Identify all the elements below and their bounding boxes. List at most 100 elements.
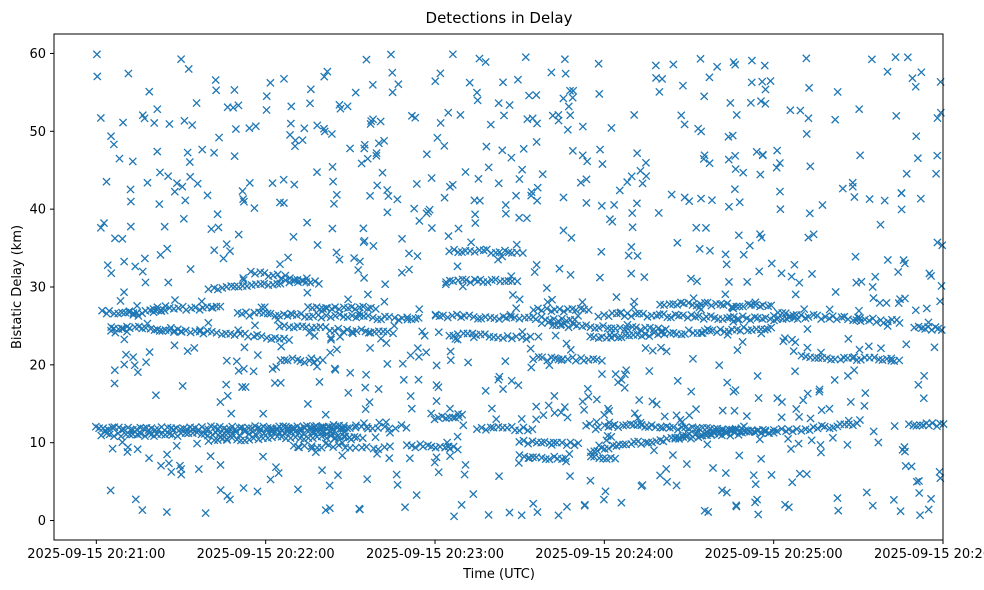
data-point <box>764 302 773 311</box>
data-point <box>912 477 921 486</box>
data-point <box>638 179 647 188</box>
data-point <box>744 299 753 309</box>
data-point <box>691 405 701 414</box>
data-point <box>491 275 500 284</box>
data-point <box>890 421 899 431</box>
data-point <box>403 315 412 324</box>
data-point <box>815 387 824 396</box>
data-point <box>721 290 730 299</box>
data-point <box>939 419 948 429</box>
data-point <box>467 238 476 247</box>
data-point <box>694 312 703 321</box>
data-point <box>534 352 543 362</box>
data-point <box>427 173 436 183</box>
data-point <box>277 342 286 351</box>
data-point <box>578 122 587 131</box>
data-point <box>582 321 591 330</box>
data-point <box>696 194 706 203</box>
data-point <box>695 244 704 253</box>
data-point <box>319 427 328 436</box>
data-point <box>530 268 539 277</box>
data-point <box>336 332 345 341</box>
data-point <box>172 179 181 188</box>
data-point <box>919 394 928 403</box>
data-point <box>124 69 133 78</box>
data-point <box>420 331 429 340</box>
data-point <box>522 214 531 223</box>
data-point <box>212 86 221 95</box>
data-point <box>856 314 865 323</box>
data-point <box>584 306 593 315</box>
data-point <box>735 198 744 207</box>
data-point <box>486 120 495 129</box>
data-point <box>512 304 521 313</box>
data-point <box>484 163 493 172</box>
data-point <box>894 267 903 276</box>
data-point <box>627 172 636 181</box>
data-point <box>872 317 881 327</box>
data-point <box>364 328 373 337</box>
data-point <box>365 398 374 407</box>
data-point <box>778 309 787 318</box>
data-point <box>452 310 461 319</box>
data-point <box>688 354 698 363</box>
data-point <box>597 201 606 210</box>
data-point <box>362 442 371 451</box>
data-point <box>777 269 786 278</box>
data-point <box>140 114 149 123</box>
data-point <box>451 334 460 343</box>
data-point <box>434 468 443 477</box>
data-point <box>933 151 942 160</box>
data-point <box>649 446 659 455</box>
data-point <box>576 178 585 187</box>
data-point <box>656 471 665 480</box>
data-point <box>562 502 572 511</box>
data-point <box>454 224 463 233</box>
data-point <box>612 293 621 302</box>
data-point <box>404 265 414 274</box>
data-point <box>164 459 173 468</box>
data-point <box>385 428 395 437</box>
data-point <box>311 425 320 434</box>
data-point <box>747 78 756 87</box>
data-point <box>708 463 718 473</box>
data-point <box>868 501 877 510</box>
data-point <box>326 333 336 342</box>
data-point <box>548 111 557 120</box>
data-point <box>544 318 553 327</box>
data-point <box>797 310 806 320</box>
data-point <box>611 370 620 379</box>
data-point <box>605 418 614 427</box>
y-tick-label: 30 <box>29 281 46 296</box>
data-point <box>825 404 834 413</box>
data-point <box>722 260 731 269</box>
data-point <box>345 144 355 153</box>
data-point <box>186 328 195 337</box>
data-point <box>325 504 334 513</box>
data-point <box>641 330 650 339</box>
data-point <box>145 429 154 438</box>
data-point <box>779 337 788 346</box>
data-point <box>705 159 714 168</box>
data-point <box>662 347 671 356</box>
data-point <box>427 409 436 418</box>
data-point <box>219 254 228 263</box>
data-point <box>544 401 553 410</box>
data-point <box>250 269 260 278</box>
data-point <box>366 343 375 352</box>
data-point <box>777 413 786 422</box>
data-point <box>633 251 642 260</box>
data-point <box>723 378 732 387</box>
data-point <box>343 102 352 111</box>
data-point <box>597 369 607 379</box>
data-point <box>791 290 800 299</box>
data-point <box>303 288 312 297</box>
data-point <box>216 302 225 311</box>
data-point <box>563 125 572 134</box>
data-point <box>291 433 300 442</box>
data-point <box>550 391 559 401</box>
data-point <box>817 421 826 430</box>
data-point <box>537 306 546 315</box>
data-point <box>374 445 383 454</box>
